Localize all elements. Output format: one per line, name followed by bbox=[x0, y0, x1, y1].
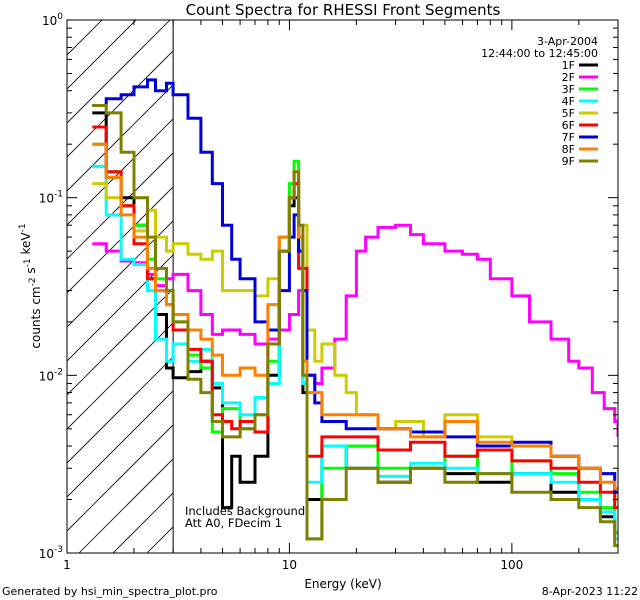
y-tick-label: 100 bbox=[42, 12, 63, 28]
generated-by-label: Generated by hsi_min_spectra_plot.pro bbox=[2, 585, 218, 598]
hatch-line bbox=[67, 186, 174, 294]
x-tick-label: 1 bbox=[63, 558, 71, 572]
y-tick-label: 10-2 bbox=[39, 367, 63, 383]
series-lines bbox=[92, 78, 618, 548]
y-tick-label: 10-3 bbox=[39, 545, 63, 561]
chart-title: Count Spectra for RHESSI Front Segments bbox=[186, 1, 501, 19]
hatch-lines bbox=[67, 20, 174, 553]
legend-label-8F: 8F bbox=[562, 143, 575, 156]
legend-label-5F: 5F bbox=[562, 107, 575, 120]
annotation-attenuator: Att A0, FDecim 1 bbox=[185, 516, 282, 530]
hatch-line bbox=[67, 20, 171, 124]
hatch-line bbox=[67, 356, 174, 464]
hatch-line bbox=[67, 390, 174, 498]
hatch-line bbox=[67, 152, 174, 260]
hatch-line bbox=[67, 20, 137, 90]
legend-label-3F: 3F bbox=[562, 83, 575, 96]
time-range-label: 12:44:00 to 12:45:00 bbox=[481, 47, 598, 60]
series-line-7F bbox=[92, 78, 618, 494]
shaded-region bbox=[67, 20, 174, 553]
x-axis-label: Energy (keV) bbox=[304, 577, 381, 591]
legend-label-9F: 9F bbox=[562, 155, 575, 168]
legend-label-4F: 4F bbox=[562, 95, 575, 108]
x-tick-label: 100 bbox=[500, 558, 523, 572]
hatch-line bbox=[67, 20, 103, 56]
date-label: 3-Apr-2004 bbox=[537, 35, 598, 48]
y-tick-label: 10-1 bbox=[39, 190, 63, 206]
legend-label-2F: 2F bbox=[562, 71, 575, 84]
legend-label-1F: 1F bbox=[562, 59, 575, 72]
hatch-line bbox=[67, 220, 174, 328]
timestamp-label: 8-Apr-2023 11:22 bbox=[542, 585, 638, 598]
legend-label-7F: 7F bbox=[562, 131, 575, 144]
y-axis-label: counts cm-2 s-1 keV-1 bbox=[18, 223, 43, 348]
x-tick-label: 10 bbox=[282, 558, 297, 572]
plot-frame bbox=[66, 19, 619, 554]
series-line-9F bbox=[92, 104, 618, 548]
axis-ticks: 1 10 100 10-3 10-2 10-1 100 bbox=[39, 12, 619, 572]
legend-label-6F: 6F bbox=[562, 119, 575, 132]
hatch-line bbox=[67, 424, 174, 532]
hatch-line bbox=[67, 50, 174, 158]
annotation-background: Includes Background bbox=[185, 504, 305, 518]
